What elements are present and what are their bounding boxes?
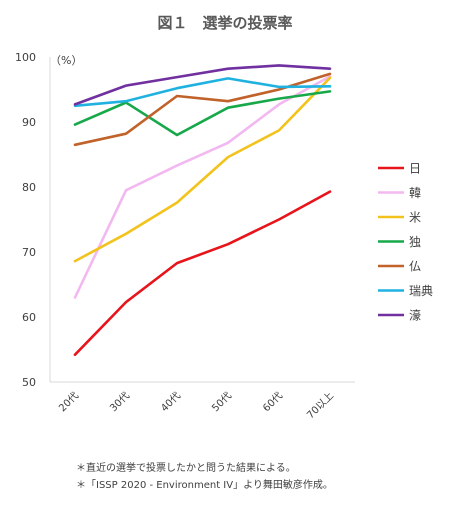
legend-label: 日 <box>409 162 421 176</box>
series-line <box>73 75 332 299</box>
footnote-1: ＊直近の選挙で投票したかと問うた結果による。 <box>76 463 296 474</box>
x-tick-label: 70以上 <box>304 390 336 422</box>
y-axis-unit-label: （%） <box>50 54 82 67</box>
x-tick-label: 60代 <box>261 390 286 415</box>
legend-label: 独 <box>409 235 421 249</box>
series-line <box>73 64 332 106</box>
legend-label: 仏 <box>409 260 421 274</box>
series-lines <box>73 64 332 357</box>
x-tick-label: 50代 <box>210 390 235 415</box>
legend-label: 韓 <box>409 186 421 200</box>
y-tick-label: 80 <box>22 181 36 194</box>
y-tick-label: 60 <box>22 311 36 324</box>
y-tick-label: 70 <box>22 246 36 259</box>
series-line <box>73 90 332 137</box>
x-tick-label: 30代 <box>108 390 133 415</box>
footnote-2: ＊「ISSP 2020 - Environment IV」より舞田敏彦作成。 <box>76 480 333 491</box>
series-line <box>73 76 332 263</box>
axes <box>49 57 355 383</box>
y-axis-ticks: 50 60 70 80 90 100 <box>15 51 36 389</box>
x-tick-label: 40代 <box>159 390 184 415</box>
series-line <box>73 190 332 357</box>
y-tick-label: 100 <box>15 51 36 64</box>
y-tick-label: 50 <box>22 376 36 389</box>
chart-title: 図１ 選挙の投票率 <box>157 14 292 32</box>
x-axis-ticks: 20代 30代 40代 50代 60代 70以上 <box>57 390 337 422</box>
legend-label: 米 <box>409 211 421 225</box>
legend-label: 瑞典 <box>409 284 433 298</box>
y-tick-label: 90 <box>22 116 36 129</box>
series-line <box>73 77 332 108</box>
legend-label: 濠 <box>409 308 421 323</box>
x-tick-label: 20代 <box>57 390 82 415</box>
